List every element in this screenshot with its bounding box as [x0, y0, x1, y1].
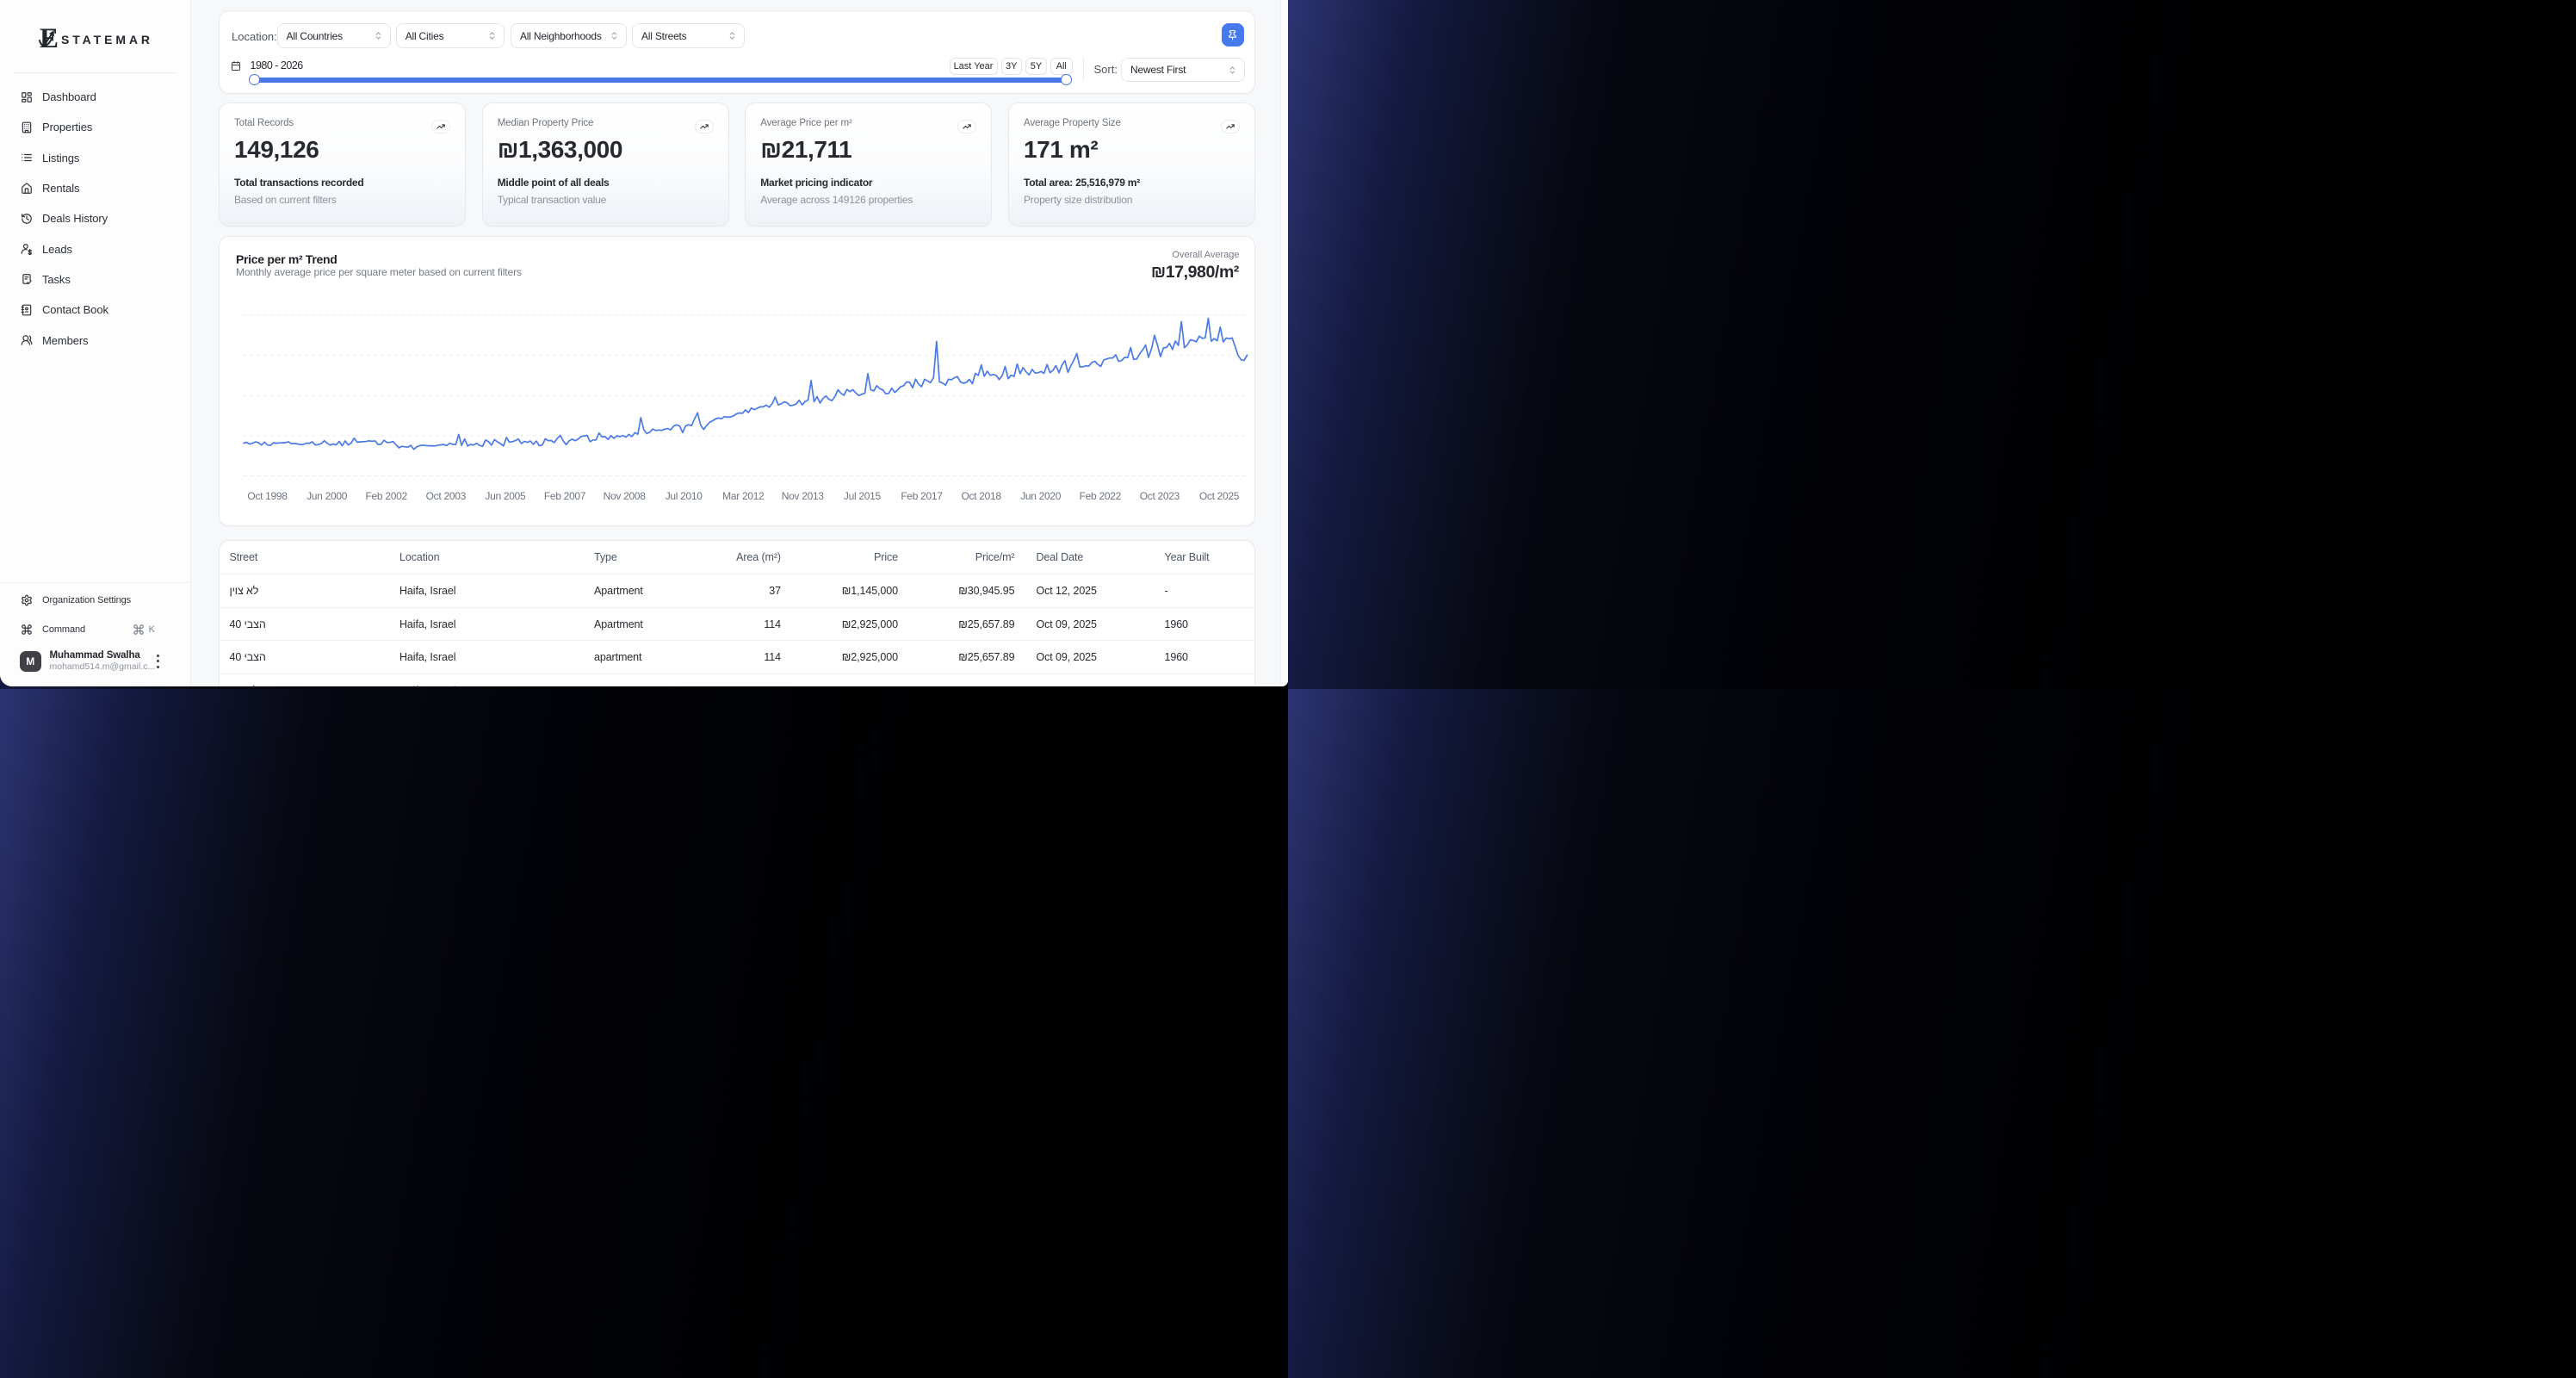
svg-text:Mar 2012: Mar 2012 [722, 490, 765, 502]
svg-text:Jun 2020: Jun 2020 [1020, 490, 1062, 502]
svg-text:Jul 2010: Jul 2010 [666, 490, 703, 502]
svg-text:Oct 1998: Oct 1998 [247, 490, 288, 502]
svg-text:Feb 2017: Feb 2017 [901, 490, 943, 502]
svg-text:Feb 2002: Feb 2002 [366, 490, 408, 502]
svg-text:Oct 2003: Oct 2003 [426, 490, 467, 502]
svg-text:Feb 2007: Feb 2007 [544, 490, 586, 502]
svg-text:Nov 2013: Nov 2013 [782, 490, 825, 502]
svg-text:Jun 2005: Jun 2005 [485, 490, 526, 502]
svg-text:Oct 2023: Oct 2023 [1140, 490, 1180, 502]
svg-text:Jun 2000: Jun 2000 [307, 490, 348, 502]
svg-text:Jul 2015: Jul 2015 [844, 490, 882, 502]
svg-text:Oct 2025: Oct 2025 [1199, 490, 1240, 502]
svg-text:Nov 2008: Nov 2008 [604, 490, 647, 502]
svg-text:Feb 2022: Feb 2022 [1080, 490, 1122, 502]
svg-text:Oct 2018: Oct 2018 [961, 490, 1001, 502]
